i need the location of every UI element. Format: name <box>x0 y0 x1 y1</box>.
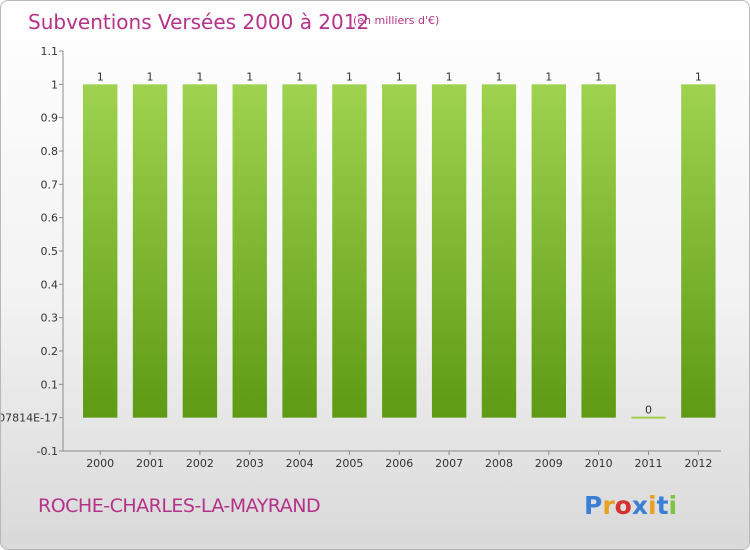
bar <box>581 84 616 418</box>
bar <box>431 84 467 418</box>
bar <box>681 84 716 418</box>
bar-value-label: 1 <box>246 70 253 83</box>
x-tick-label: 2000 <box>86 457 114 470</box>
chart-unit-label: (en milliers d'€) <box>353 14 440 27</box>
y-tick-label: 1 <box>51 78 58 91</box>
bar <box>83 84 118 418</box>
x-tick-label: 2007 <box>435 457 463 470</box>
x-tick-label: 2008 <box>485 457 513 470</box>
x-tick-label: 2002 <box>186 457 214 470</box>
x-tick-label: 2006 <box>385 457 413 470</box>
bar <box>232 84 267 418</box>
bar-value-label: 1 <box>147 70 154 83</box>
bar-value-label: 1 <box>97 70 104 83</box>
bar <box>182 84 218 418</box>
bar <box>332 84 367 418</box>
y-tick-label: 0.1 <box>41 378 59 391</box>
bar <box>531 84 567 418</box>
y-tick-label: 0.4 <box>41 278 59 291</box>
bar <box>282 84 317 418</box>
y-tick-label: 307814E-17 <box>1 412 58 425</box>
bar-value-label: 1 <box>695 70 702 83</box>
commune-name: ROCHE-CHARLES-LA-MAYRAND <box>38 495 321 517</box>
logo-letter: i <box>668 491 678 520</box>
logo-letter: t <box>656 491 669 520</box>
chart-title: Subventions Versées 2000 à 2012 <box>28 10 370 34</box>
bar <box>132 84 168 418</box>
y-tick-label: 0.9 <box>41 112 59 125</box>
y-tick-label: 0.7 <box>41 178 59 191</box>
x-tick-label: 2001 <box>136 457 164 470</box>
logo-letter: o <box>614 491 632 520</box>
x-tick-label: 2012 <box>684 457 712 470</box>
y-tick-label: 0.5 <box>41 245 59 258</box>
bar-value-label: 1 <box>296 70 303 83</box>
bar <box>382 84 417 418</box>
y-tick-label: -0.1 <box>37 445 58 458</box>
proxiti-logo[interactable]: Proxiti <box>584 491 677 520</box>
logo-letter: x <box>631 491 648 520</box>
bar <box>481 84 517 418</box>
y-tick-label: 0.2 <box>41 345 59 358</box>
logo-letter: P <box>584 491 603 520</box>
y-tick-label: 0.8 <box>41 145 59 158</box>
x-tick-label: 2010 <box>585 457 613 470</box>
x-tick-label: 2005 <box>335 457 363 470</box>
bar-value-label: 1 <box>196 70 203 83</box>
y-tick-label: 0.6 <box>41 212 59 225</box>
logo-letter: i <box>648 491 657 520</box>
bar-value-label: 1 <box>545 70 552 83</box>
bar-value-label: 1 <box>346 70 353 83</box>
bar-value-label: 1 <box>595 70 602 83</box>
bar-value-label: 1 <box>446 70 453 83</box>
x-tick-label: 2009 <box>535 457 563 470</box>
x-tick-label: 2011 <box>635 457 663 470</box>
x-tick-label: 2003 <box>236 457 264 470</box>
logo-letter: r <box>602 491 615 520</box>
x-tick-label: 2004 <box>286 457 314 470</box>
y-tick-label: 0.3 <box>41 312 59 325</box>
bar-value-label: 0 <box>645 404 652 417</box>
y-tick-label: 1.1 <box>41 45 59 58</box>
bar-value-label: 1 <box>396 70 403 83</box>
bar-value-label: 1 <box>495 70 502 83</box>
